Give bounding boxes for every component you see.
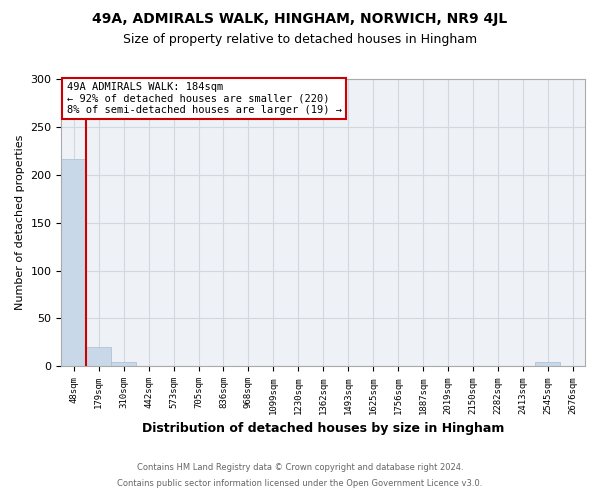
Bar bbox=[61, 160, 86, 366]
Y-axis label: Number of detached properties: Number of detached properties bbox=[15, 135, 25, 310]
X-axis label: Distribution of detached houses by size in Hingham: Distribution of detached houses by size … bbox=[142, 422, 505, 435]
Text: 49A, ADMIRALS WALK, HINGHAM, NORWICH, NR9 4JL: 49A, ADMIRALS WALK, HINGHAM, NORWICH, NR… bbox=[92, 12, 508, 26]
Text: Contains HM Land Registry data © Crown copyright and database right 2024.: Contains HM Land Registry data © Crown c… bbox=[137, 464, 463, 472]
Text: Size of property relative to detached houses in Hingham: Size of property relative to detached ho… bbox=[123, 32, 477, 46]
Bar bbox=[86, 347, 111, 366]
Bar bbox=[111, 362, 136, 366]
Text: Contains public sector information licensed under the Open Government Licence v3: Contains public sector information licen… bbox=[118, 478, 482, 488]
Bar bbox=[535, 362, 560, 366]
Text: 49A ADMIRALS WALK: 184sqm
← 92% of detached houses are smaller (220)
8% of semi-: 49A ADMIRALS WALK: 184sqm ← 92% of detac… bbox=[67, 82, 341, 115]
